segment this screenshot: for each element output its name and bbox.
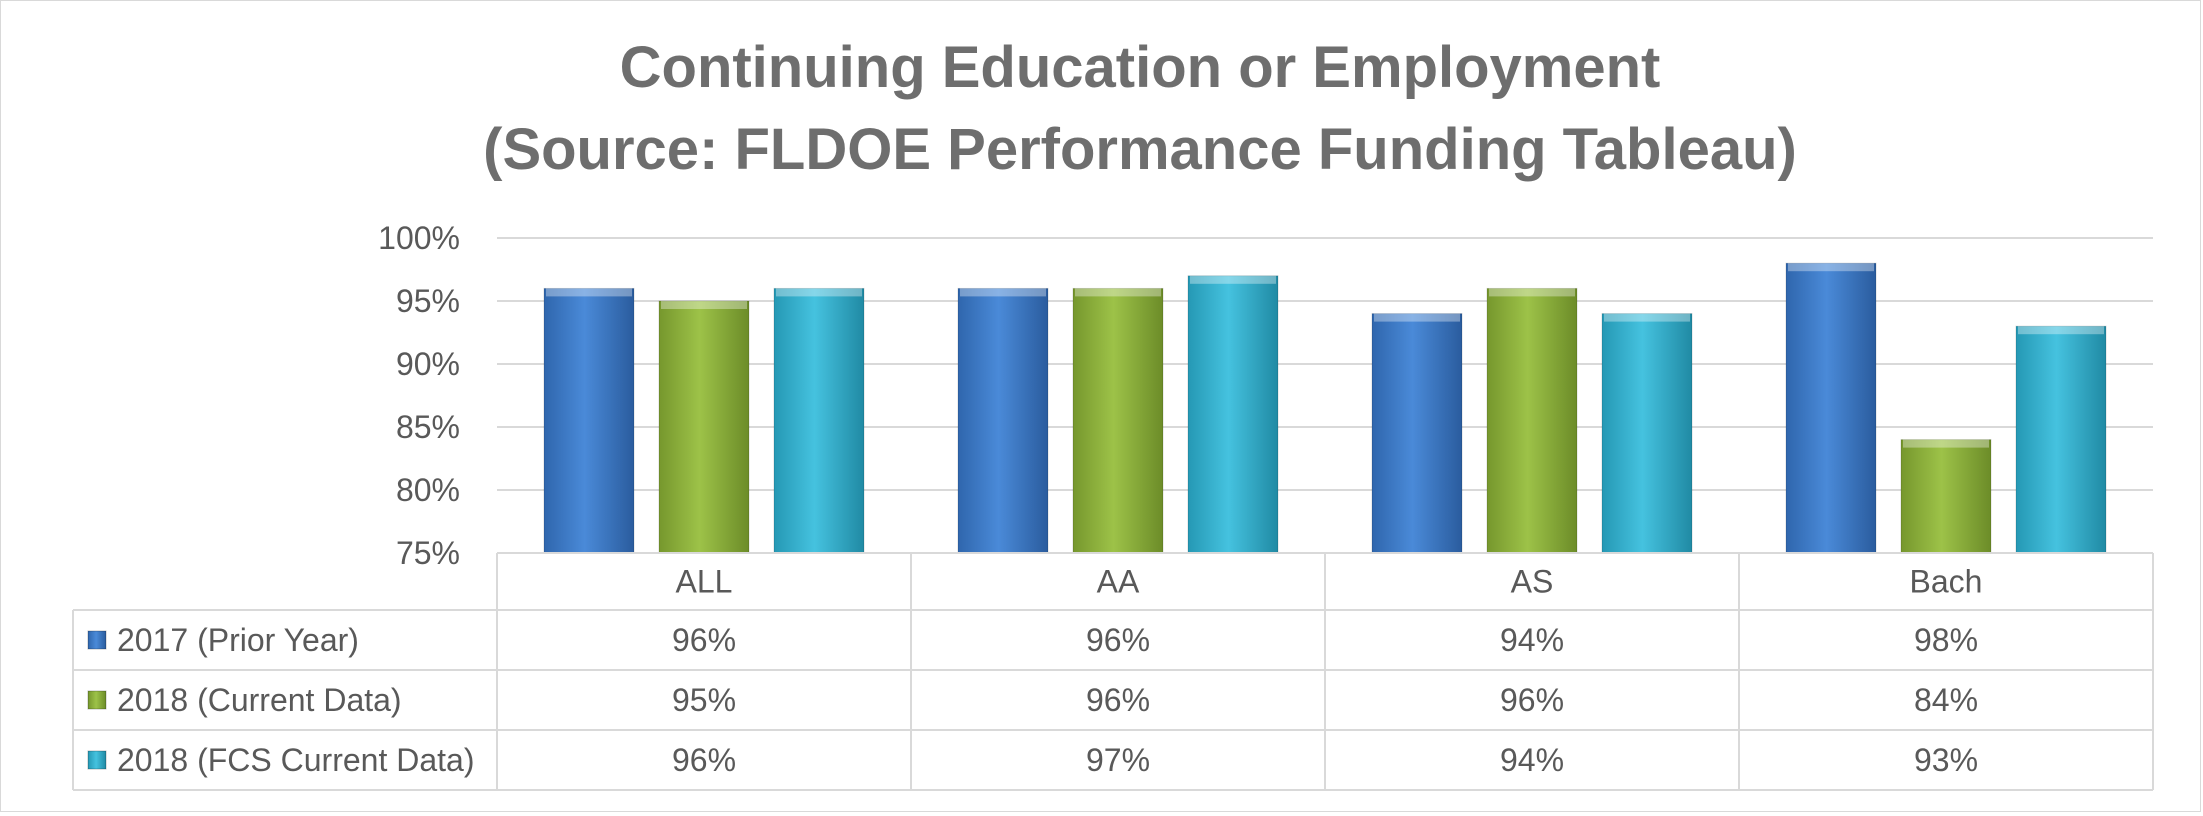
bar-highlight <box>2018 326 2104 335</box>
bar-highlight <box>1489 288 1575 297</box>
bar-highlight <box>1604 313 1690 322</box>
chart-title: Continuing Education or Employment <box>619 35 1661 100</box>
category-label: Bach <box>1910 564 1983 600</box>
category-label: AA <box>1097 564 1140 600</box>
bar <box>773 287 865 554</box>
bar-highlight <box>546 288 632 297</box>
bar <box>1900 439 1992 554</box>
bar <box>1371 313 1463 554</box>
y-tick-label: 85% <box>396 409 460 445</box>
category-label: ALL <box>676 564 733 600</box>
bar <box>1187 275 1279 554</box>
data-label: 94% <box>1500 622 1564 658</box>
bar-highlight <box>1788 263 1874 272</box>
data-label: 97% <box>1086 742 1150 778</box>
data-label: 96% <box>1086 622 1150 658</box>
bar <box>658 300 750 554</box>
bar <box>1601 313 1693 554</box>
bar-highlight <box>1075 288 1161 297</box>
series-name: 2018 (FCS Current Data) <box>117 742 474 778</box>
data-label: 93% <box>1914 742 1978 778</box>
bar-highlight <box>1190 275 1276 284</box>
bar <box>1486 287 1578 554</box>
bar <box>1072 287 1164 554</box>
bar-highlight <box>1374 313 1460 322</box>
bar-highlight <box>661 301 747 309</box>
legend-key <box>87 630 107 650</box>
y-tick-label: 80% <box>396 472 460 508</box>
category-label: AS <box>1511 564 1554 600</box>
legend-key <box>87 750 107 770</box>
y-tick-label: 90% <box>396 346 460 382</box>
bar <box>957 287 1049 554</box>
bar <box>543 287 635 554</box>
bar-highlight <box>960 288 1046 297</box>
y-tick-label: 75% <box>396 535 460 571</box>
bar <box>1785 262 1877 554</box>
chart-subtitle: (Source: FLDOE Performance Funding Table… <box>483 117 1797 182</box>
data-label: 96% <box>1086 682 1150 718</box>
data-label: 98% <box>1914 622 1978 658</box>
data-label: 84% <box>1914 682 1978 718</box>
data-label: 95% <box>672 682 736 718</box>
y-tick-label: 100% <box>378 220 460 256</box>
data-label: 96% <box>1500 682 1564 718</box>
data-label: 96% <box>672 622 736 658</box>
series-name: 2018 (Current Data) <box>117 682 402 718</box>
legend-key <box>87 690 107 710</box>
bar-highlight <box>1903 439 1989 448</box>
bar-highlight <box>776 288 862 297</box>
bar <box>2015 325 2107 554</box>
y-tick-label: 95% <box>396 283 460 319</box>
series-name: 2017 (Prior Year) <box>117 622 359 658</box>
data-label: 96% <box>672 742 736 778</box>
data-label: 94% <box>1500 742 1564 778</box>
